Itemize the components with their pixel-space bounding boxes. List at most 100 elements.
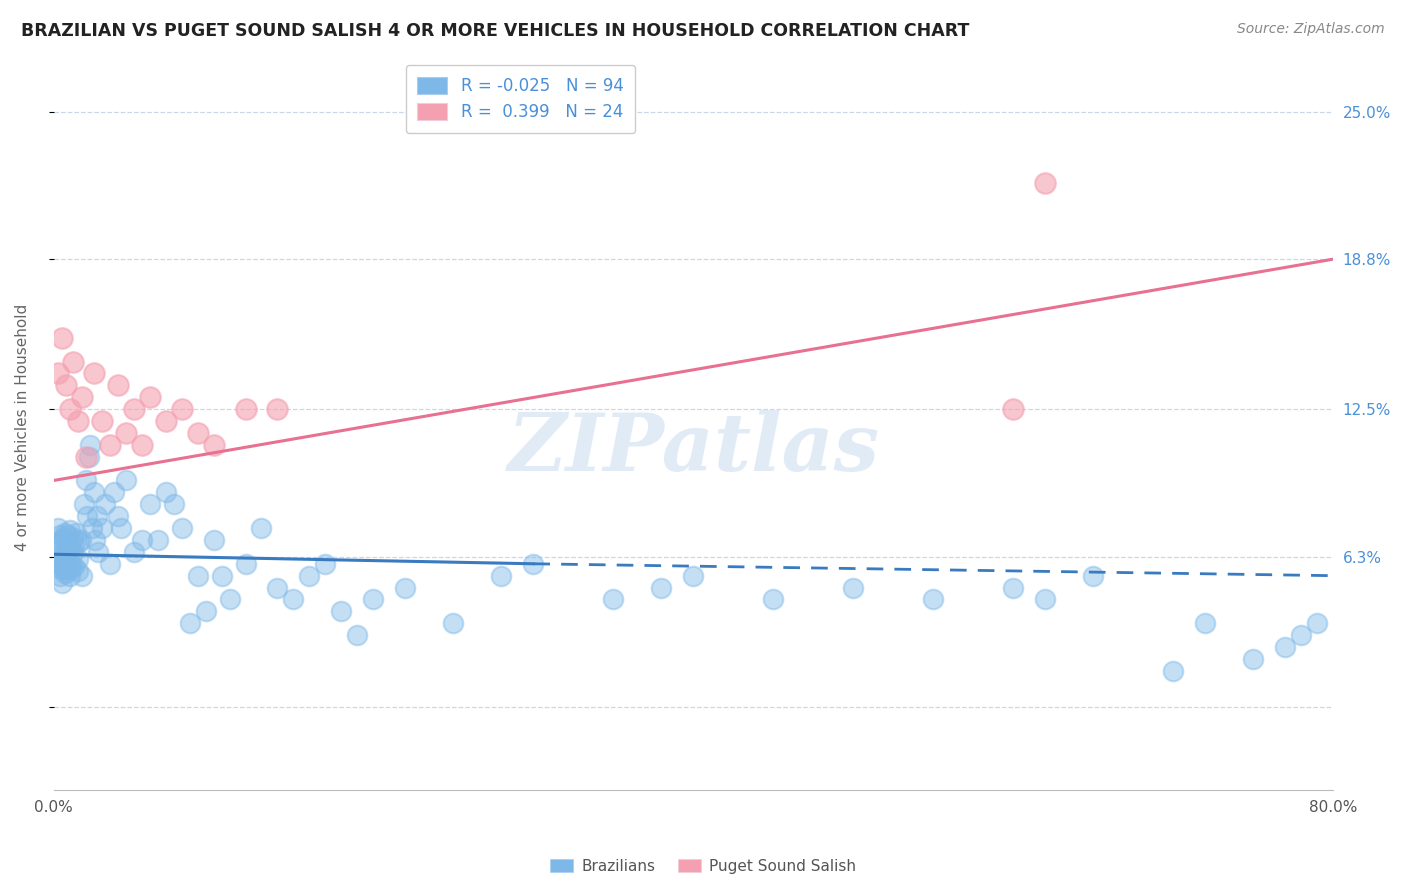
Point — [162, 497, 184, 511]
Point — [83, 485, 105, 500]
Point — [650, 581, 672, 595]
Point — [84, 533, 107, 547]
Point — [52, 559, 75, 574]
Point — [122, 545, 145, 559]
Point — [522, 557, 544, 571]
Point — [94, 497, 117, 511]
Point — [491, 568, 513, 582]
Point — [87, 545, 110, 559]
Point — [114, 425, 136, 440]
Point — [762, 592, 785, 607]
Point — [63, 559, 86, 574]
Point — [45, 549, 67, 564]
Point — [53, 566, 76, 581]
Point — [53, 525, 76, 540]
Point — [90, 521, 112, 535]
Point — [298, 568, 321, 582]
Y-axis label: 4 or more Vehicles in Household: 4 or more Vehicles in Household — [15, 303, 30, 550]
Point — [60, 561, 83, 575]
Point — [202, 438, 225, 452]
Point — [266, 581, 288, 595]
Point — [107, 378, 129, 392]
Point — [52, 531, 75, 545]
Point — [107, 509, 129, 524]
Point — [186, 568, 208, 582]
Point — [63, 538, 86, 552]
Point — [59, 540, 82, 554]
Point — [1289, 628, 1312, 642]
Point — [1274, 640, 1296, 654]
Point — [48, 521, 70, 535]
Point — [138, 390, 160, 404]
Point — [48, 557, 70, 571]
Point — [250, 521, 273, 535]
Point — [86, 509, 108, 524]
Point — [55, 378, 77, 392]
Point — [49, 568, 72, 582]
Point — [179, 616, 201, 631]
Point — [66, 552, 89, 566]
Point — [682, 568, 704, 582]
Point — [602, 592, 624, 607]
Point — [75, 450, 97, 464]
Point — [186, 425, 208, 440]
Point — [363, 592, 385, 607]
Point — [80, 521, 103, 535]
Point — [55, 533, 77, 547]
Point — [1194, 616, 1216, 631]
Point — [1033, 592, 1056, 607]
Point — [83, 367, 105, 381]
Point — [103, 485, 125, 500]
Point — [1002, 581, 1025, 595]
Point — [56, 528, 79, 542]
Point — [52, 545, 75, 559]
Point — [842, 581, 865, 595]
Point — [72, 390, 94, 404]
Point — [122, 402, 145, 417]
Point — [75, 474, 97, 488]
Point — [98, 557, 121, 571]
Point — [69, 533, 91, 547]
Point — [1033, 176, 1056, 190]
Point — [59, 568, 82, 582]
Point — [1002, 402, 1025, 417]
Point — [1306, 616, 1329, 631]
Point — [62, 354, 84, 368]
Point — [55, 561, 77, 575]
Point — [110, 521, 132, 535]
Point — [202, 533, 225, 547]
Point — [155, 414, 177, 428]
Point — [51, 575, 73, 590]
Point — [922, 592, 945, 607]
Point — [51, 331, 73, 345]
Point — [65, 525, 87, 540]
Point — [441, 616, 464, 631]
Point — [66, 414, 89, 428]
Point — [1081, 568, 1104, 582]
Point — [218, 592, 240, 607]
Point — [170, 521, 193, 535]
Point — [53, 552, 76, 566]
Point — [73, 497, 96, 511]
Point — [77, 450, 100, 464]
Point — [55, 547, 77, 561]
Point — [1241, 652, 1264, 666]
Point — [131, 533, 153, 547]
Point — [283, 592, 305, 607]
Point — [211, 568, 233, 582]
Point — [138, 497, 160, 511]
Point — [330, 604, 353, 618]
Point — [72, 568, 94, 582]
Point — [1161, 664, 1184, 678]
Point — [266, 402, 288, 417]
Point — [146, 533, 169, 547]
Point — [235, 557, 257, 571]
Point — [56, 554, 79, 568]
Point — [48, 367, 70, 381]
Point — [76, 509, 98, 524]
Point — [62, 545, 84, 559]
Point — [155, 485, 177, 500]
Point — [59, 402, 82, 417]
Point — [79, 438, 101, 452]
Point — [346, 628, 368, 642]
